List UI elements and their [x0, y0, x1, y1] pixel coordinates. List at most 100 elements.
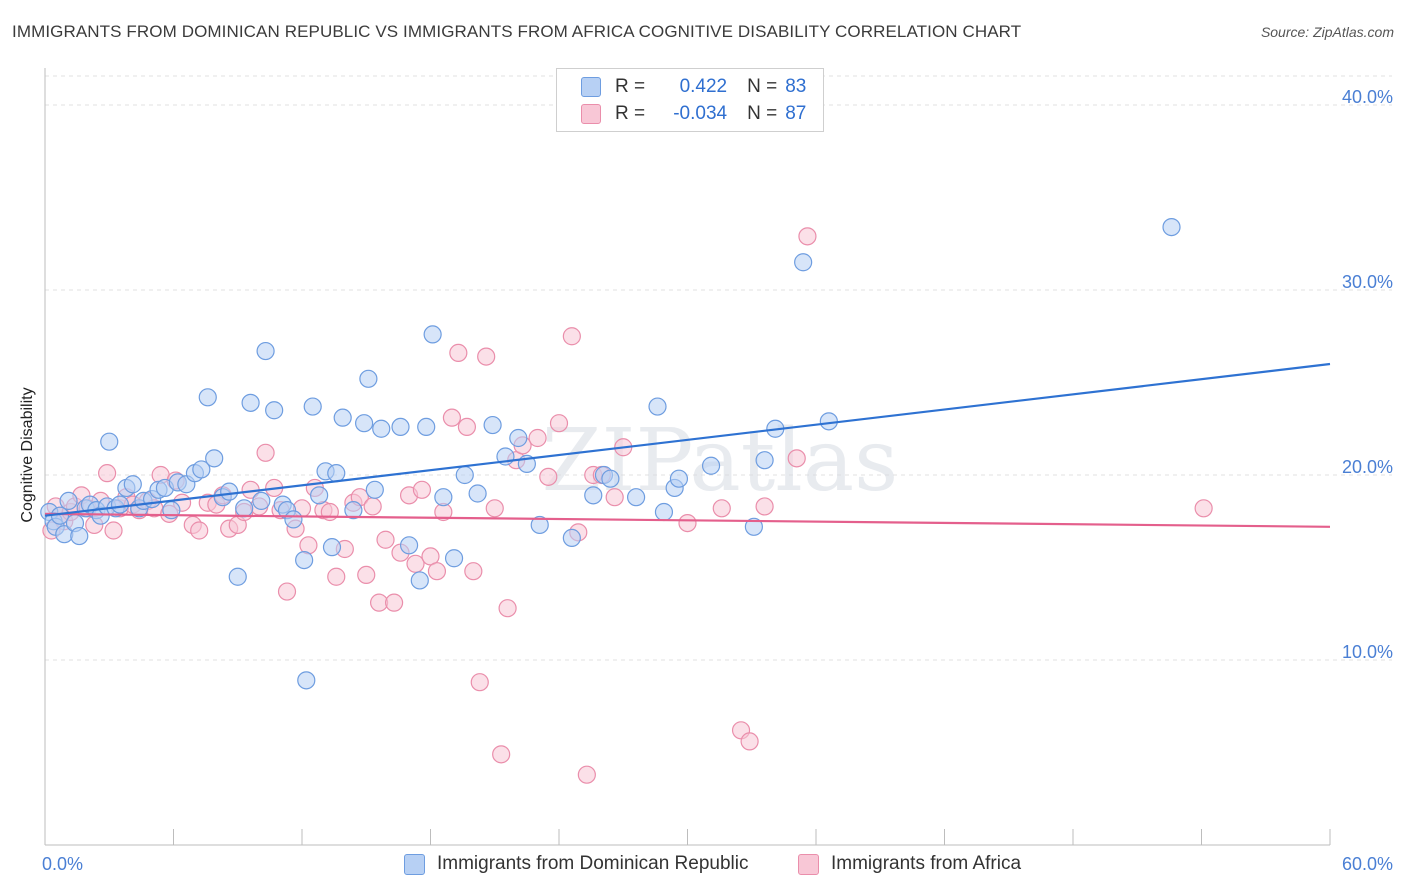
africa-point [442, 408, 462, 427]
africa-trend-line [44, 512, 1331, 528]
dominican-point [794, 253, 813, 272]
dominican-point [755, 451, 774, 470]
dominican-point [192, 460, 211, 479]
pink-swatch [581, 104, 601, 124]
dominican-point [1162, 218, 1181, 237]
africa-point [1194, 499, 1213, 518]
africa-point [492, 745, 511, 764]
r-label: R = [615, 103, 646, 124]
africa-point [449, 343, 468, 362]
africa-point [549, 414, 569, 433]
dominican-point [241, 393, 260, 412]
dominican-point [654, 502, 674, 522]
dominican-trend-line [44, 362, 1331, 517]
africa-point [427, 562, 447, 581]
dominican-point [399, 536, 419, 555]
dominican-point [123, 475, 142, 494]
chart-title: IMMIGRANTS FROM DOMINICAN REPUBLIC VS IM… [12, 22, 1022, 41]
dominican-point [365, 480, 384, 499]
chart-source: Source: ZipAtlas.com [1260, 24, 1394, 40]
africa-point [577, 765, 596, 784]
dominican-point [59, 491, 78, 510]
africa-point [277, 582, 297, 601]
dominican-point [70, 526, 89, 546]
y-tick-label: 10.0% [1342, 642, 1393, 662]
stats-box: R = 0.422 N = 83 R = -0.034 N = 87 [556, 68, 824, 132]
n-value: 87 [785, 103, 807, 124]
dominican-point [530, 515, 549, 535]
dominican-point [584, 486, 603, 505]
africa-point [256, 443, 275, 462]
africa-point [740, 732, 759, 751]
dominican-point [410, 571, 429, 590]
dominican-point [434, 488, 453, 507]
africa-point [327, 567, 346, 586]
africa-point [498, 599, 517, 618]
legend-pink-label: Immigrants from Africa [831, 853, 1022, 874]
africa-point [190, 521, 209, 540]
dominican-point [322, 538, 342, 557]
r-value: 0.422 [679, 76, 728, 97]
africa-point [98, 464, 117, 483]
dominican-point [509, 428, 528, 448]
r-value: -0.034 [673, 103, 728, 124]
dominican-point [483, 415, 502, 435]
y-tick-labels: 10.0% 20.0% 30.0% 40.0% [1342, 87, 1393, 662]
africa-point [464, 562, 483, 581]
x-tick-labels: 0.0% 60.0% [42, 854, 1393, 874]
dominican-point [355, 414, 374, 433]
dominican-point [100, 432, 119, 451]
africa-point [539, 467, 558, 486]
dominican-point [562, 528, 581, 548]
africa-point [678, 513, 697, 533]
dominican-point [110, 495, 130, 514]
dominican-point [228, 567, 247, 586]
dominican-point [265, 401, 284, 420]
dominican-point [455, 465, 474, 485]
trend-lines [44, 362, 1331, 528]
dominican-point [417, 417, 436, 436]
africa-point [485, 499, 504, 518]
stats-row-pink: R = -0.034 N = 87 [581, 103, 806, 125]
africa-point [605, 488, 624, 507]
africa-point [412, 480, 432, 499]
dominican-point [295, 550, 314, 570]
legend-item-africa[interactable]: Immigrants from Africa [798, 852, 1021, 876]
dominican-point [344, 501, 363, 520]
africa-point [363, 497, 382, 516]
dominican-point [669, 469, 689, 488]
blue-swatch [581, 77, 601, 97]
stats-row-blue: R = 0.422 N = 83 [581, 76, 806, 98]
africa-point [357, 565, 376, 585]
n-label: N = [747, 103, 778, 124]
legend-pink-swatch [798, 853, 819, 875]
dominican-point [198, 388, 217, 407]
gridlines [45, 75, 1392, 661]
africa-point [384, 593, 404, 612]
africa-point [406, 554, 425, 573]
x-tick-label: 0.0% [42, 854, 83, 874]
dominican-points [40, 218, 1181, 690]
n-label: N = [747, 76, 778, 97]
dominican-point [359, 369, 378, 388]
y-tick-label: 20.0% [1342, 457, 1393, 477]
dominican-point [252, 491, 271, 510]
dominican-point [744, 517, 763, 536]
y-tick-label: 40.0% [1342, 87, 1393, 107]
dominican-point [333, 408, 352, 427]
africa-point [755, 497, 774, 516]
dominican-point [701, 456, 721, 475]
dominican-point [297, 671, 316, 690]
dominican-point [284, 510, 303, 529]
africa-point [470, 673, 489, 692]
legend-blue-label: Immigrants from Dominican Republic [437, 853, 749, 874]
x-ticks [44, 829, 1331, 845]
dominican-point [819, 412, 838, 431]
legend-item-dominican[interactable]: Immigrants from Dominican Republic [404, 852, 749, 876]
legend-blue-swatch [404, 853, 425, 875]
africa-point [457, 417, 477, 436]
dominican-point [648, 397, 667, 416]
r-label: R = [615, 76, 646, 97]
africa-point [562, 327, 581, 346]
